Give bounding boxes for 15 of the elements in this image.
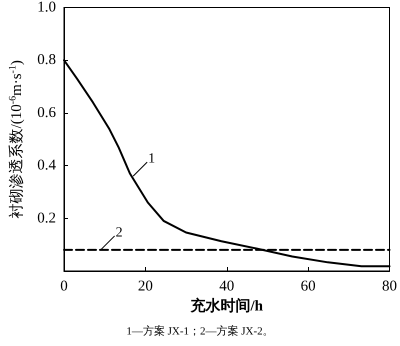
y-tick-label: 0.8 [37, 52, 56, 68]
x-tick-label: 20 [138, 278, 153, 294]
y-tick-label: 0.6 [37, 104, 56, 121]
y-tick-label: 0.4 [37, 158, 56, 174]
x-tick-label: 0 [60, 278, 68, 294]
x-tick-label: 80 [382, 278, 397, 294]
annotation: 1 [148, 152, 156, 167]
y-tick-label: 1.0 [37, 0, 56, 16]
y-axis-title: 衬砌渗透系数/(10-6m·s-1) [8, 60, 25, 218]
x-tick-label: 40 [219, 278, 234, 294]
annotation: 2 [116, 225, 123, 240]
y-tick-label: 0.2 [37, 210, 56, 226]
x-axis-title: 充水时间/h [189, 296, 264, 314]
x-tick-label: 60 [300, 278, 316, 294]
text: 1—方案 JX-1；2—方案 JX-2。 [126, 324, 274, 338]
